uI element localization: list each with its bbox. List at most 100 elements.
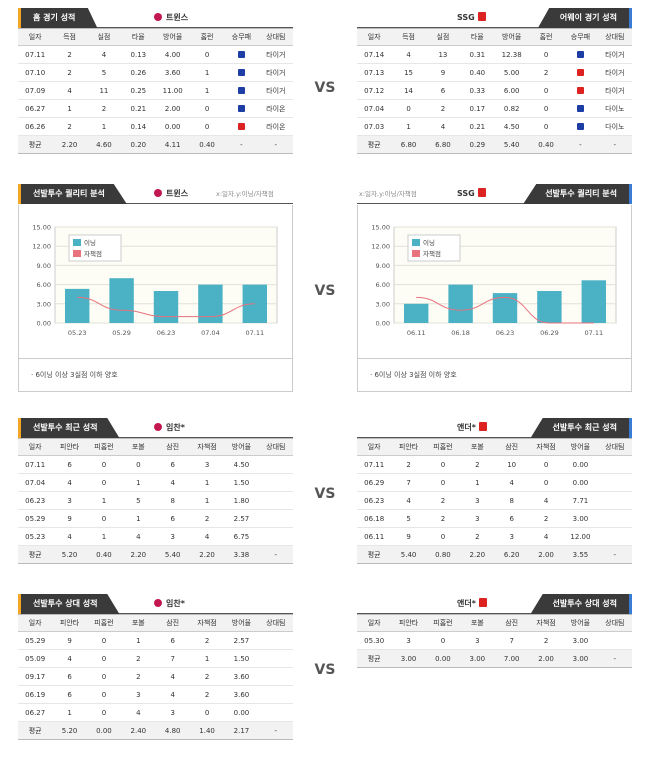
table-row: 05.30 3 0 3 7 2 3.00 bbox=[357, 631, 632, 650]
x-tick-label: 06.23 bbox=[496, 329, 515, 337]
table-row: 05.29 9 0 1 6 2 2.57 bbox=[18, 509, 293, 528]
average-row: 평균 5.20 0.40 2.20 5.40 2.20 3.38- bbox=[18, 545, 293, 564]
table-cell: 1 bbox=[121, 631, 156, 650]
right-quality-team: SSG bbox=[457, 184, 486, 204]
table-cell: 0 bbox=[121, 455, 156, 474]
table-cell: 3 bbox=[494, 527, 529, 546]
table-cell: 2 bbox=[52, 45, 87, 64]
left-recent-panel: 선발투수 최근 성적 임찬* 일자 피안타 피홈런 포볼 삼진 자책점 방어율 상대팀 07.1… bbox=[18, 418, 293, 564]
legend-label-innings: 이닝 bbox=[423, 238, 435, 247]
table-cell: 0.13 bbox=[121, 45, 156, 64]
table-cell: 3 bbox=[391, 631, 426, 650]
table-cell: 4 bbox=[121, 527, 156, 546]
table-cell: 2 bbox=[52, 117, 87, 136]
col-header: 승무패 bbox=[224, 28, 259, 46]
ssg-logo-icon bbox=[478, 598, 487, 607]
table-cell bbox=[258, 455, 293, 474]
table-cell: 1 bbox=[86, 491, 122, 510]
y-tick-label: 6.00 bbox=[37, 281, 51, 289]
col-header: 자책점 bbox=[528, 614, 564, 632]
col-header: 삼진 bbox=[494, 438, 529, 456]
avg-cell: - bbox=[597, 649, 632, 668]
right-pitcher-label: 앤더* bbox=[457, 418, 487, 438]
average-row: 평균 2.20 4.60 0.20 4.11 0.40- - bbox=[18, 135, 293, 154]
avg-cell: 0.40 bbox=[86, 545, 122, 564]
table-cell: 0 bbox=[425, 631, 461, 650]
avg-cell: 4.11 bbox=[155, 135, 190, 154]
right-versus-title: 선발투수 상대 성적 bbox=[530, 594, 632, 614]
table-cell: 07.09 bbox=[18, 81, 53, 100]
table-cell: 4 bbox=[155, 685, 190, 704]
table-row: 07.11 6 0 0 6 3 4.50 bbox=[18, 455, 293, 474]
table-cell bbox=[258, 703, 293, 722]
table-cell: 4 bbox=[425, 117, 461, 136]
vs-label: VS bbox=[314, 486, 336, 502]
right-quality-note: · 6이닝 이상 3실점 이하 양호 bbox=[357, 359, 632, 392]
y-tick-label: 0.00 bbox=[376, 320, 390, 328]
table-cell: 2 bbox=[425, 509, 461, 528]
table-cell: 4 bbox=[52, 649, 87, 668]
opponent-cell: 타이거 bbox=[258, 45, 293, 64]
x-tick-label: 05.23 bbox=[68, 329, 87, 337]
table-cell: 1.80 bbox=[224, 491, 259, 510]
table-cell: 0 bbox=[528, 117, 564, 136]
col-header: 일자 bbox=[18, 614, 53, 632]
table-cell: 06.23 bbox=[18, 491, 53, 510]
table-cell: 4 bbox=[155, 667, 190, 686]
average-row: 평균 5.20 0.00 2.40 4.80 1.40 2.17- bbox=[18, 721, 293, 740]
vs-label: VS bbox=[314, 662, 336, 678]
x-tick-label: 06.29 bbox=[540, 329, 559, 337]
right-versus-pitcher: 앤더* bbox=[457, 594, 487, 614]
table-cell: 11.00 bbox=[155, 81, 190, 100]
table-row: 07.10 2 5 0.26 3.60 1 타이거 bbox=[18, 63, 293, 82]
table-cell: 07.12 bbox=[357, 81, 392, 100]
table-row: 06.19 6 0 3 4 2 3.60 bbox=[18, 685, 293, 704]
table-cell bbox=[258, 631, 293, 650]
table-cell: 1 bbox=[189, 81, 225, 100]
result-cell bbox=[224, 117, 259, 136]
result-cell bbox=[563, 99, 598, 118]
table-cell: 2 bbox=[425, 491, 461, 510]
table-cell: 1.50 bbox=[224, 649, 259, 668]
col-header: 방어율 bbox=[494, 28, 529, 46]
table-cell: 0.25 bbox=[121, 81, 156, 100]
table-cell: 2.00 bbox=[155, 99, 190, 118]
col-header: 일자 bbox=[18, 28, 53, 46]
col-header: 삼진 bbox=[494, 614, 529, 632]
table-cell: 0.17 bbox=[460, 99, 495, 118]
result-cell bbox=[563, 63, 598, 82]
away-record-table: 일자 득점 실점 타율 방어율 홈런 승무패 상대팀 07.14 4 13 0.31 12.38 0 타이거… bbox=[357, 28, 632, 154]
home-record-title: 홈 경기 성적 bbox=[18, 8, 98, 28]
table-cell: 5 bbox=[121, 491, 156, 510]
avg-cell: 3.00 bbox=[460, 649, 495, 668]
table-cell: 0 bbox=[86, 631, 122, 650]
table-cell: 13 bbox=[425, 45, 461, 64]
avg-cell: 3.00 bbox=[563, 649, 598, 668]
avg-cell: 2.20 bbox=[52, 135, 87, 154]
table-cell: 0.00 bbox=[155, 117, 190, 136]
table-cell: 0 bbox=[528, 473, 564, 492]
table-cell: 05.30 bbox=[357, 631, 392, 650]
table-cell: 0 bbox=[189, 703, 225, 722]
table-cell: 3.60 bbox=[224, 667, 259, 686]
table-row: 07.03 1 4 0.21 4.50 0 다이노 bbox=[357, 117, 632, 136]
table-cell: 05.29 bbox=[18, 509, 53, 528]
table-cell bbox=[258, 649, 293, 668]
table-cell: 5.00 bbox=[494, 63, 529, 82]
table-row: 05.09 4 0 2 7 1 1.50 bbox=[18, 649, 293, 668]
table-cell: 0 bbox=[86, 703, 122, 722]
result-cell bbox=[224, 45, 259, 64]
left-versus-title: 선발투수 상대 성적 bbox=[18, 594, 120, 614]
right-recent-title: 선발투수 최근 성적 bbox=[530, 418, 632, 438]
left-versus-pitcher: 임찬* bbox=[154, 594, 185, 614]
avg-cell: 3.55 bbox=[563, 545, 598, 564]
col-header: 피안타 bbox=[391, 614, 426, 632]
table-cell: 2 bbox=[86, 99, 122, 118]
average-row: 평균 6.80 6.80 0.29 5.40 0.40- - bbox=[357, 135, 632, 154]
innings-bar bbox=[198, 284, 223, 323]
table-cell: 1 bbox=[121, 473, 156, 492]
table-cell: 4 bbox=[528, 527, 564, 546]
average-row: 평균 3.00 0.00 3.00 7.00 2.00 3.00- bbox=[357, 649, 632, 668]
avg-cell: 6.80 bbox=[425, 135, 461, 154]
